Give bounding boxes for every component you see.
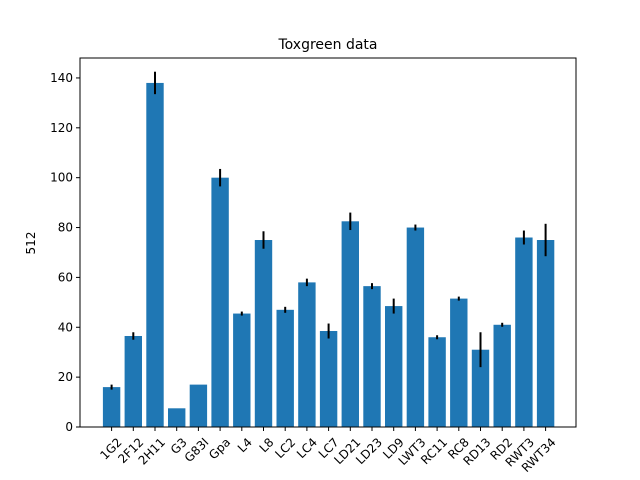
bar: [341, 221, 359, 427]
x-tick-label: LC2: [272, 435, 298, 461]
x-tick-label: LC4: [294, 435, 320, 461]
x-tick-label: Gpa: [206, 435, 233, 462]
bar: [428, 337, 446, 427]
y-tick-label: 20: [58, 370, 73, 384]
bar: [536, 240, 555, 427]
y-tick-label: 120: [50, 121, 73, 135]
bar: [189, 384, 208, 427]
y-tick-label: 140: [50, 71, 73, 85]
bar: [168, 408, 186, 427]
plot-frame: [79, 57, 577, 428]
bar: [254, 240, 273, 427]
bar: [146, 82, 164, 427]
bar: [493, 324, 511, 427]
chart-title: Toxgreen data: [277, 37, 377, 53]
x-tick-label: L4: [235, 435, 255, 455]
bar: [276, 309, 294, 427]
bar: [319, 331, 338, 427]
y-tick-label: 0: [65, 420, 73, 434]
y-axis-label: 512: [24, 232, 38, 255]
y-tick-label: 60: [58, 270, 73, 284]
y-tick-label: 100: [50, 171, 73, 185]
y-tick-label: 80: [58, 221, 73, 235]
bar: [406, 227, 425, 427]
bar: [211, 177, 229, 427]
bar: [298, 282, 316, 427]
bar: [363, 286, 381, 427]
bar: [102, 387, 121, 427]
bar: [471, 349, 490, 427]
bar: [385, 306, 403, 427]
bar: [450, 298, 468, 427]
y-tick-label: 40: [58, 320, 73, 334]
bar: [515, 237, 533, 427]
bar: [233, 313, 251, 427]
bar: [124, 335, 142, 427]
